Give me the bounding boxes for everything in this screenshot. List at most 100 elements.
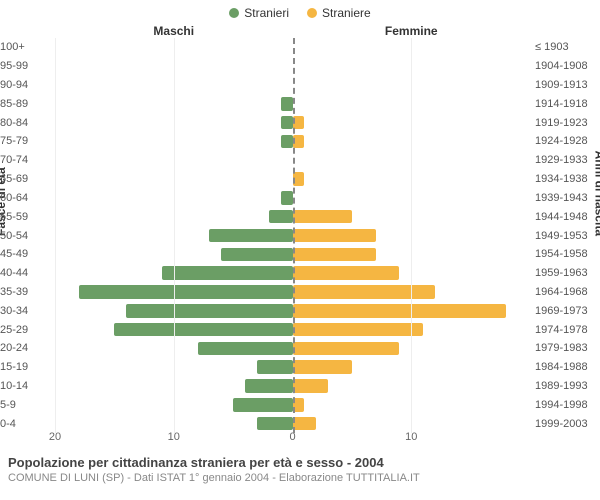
- age-label: 60-64: [0, 189, 55, 208]
- legend-item-male: Stranieri: [229, 6, 289, 20]
- legend-swatch-female: [307, 8, 317, 18]
- age-label: 30-34: [0, 301, 55, 320]
- bar-female: [293, 342, 400, 356]
- birthyear-label: 1909-1913: [530, 76, 600, 95]
- age-label: 35-39: [0, 283, 55, 302]
- pyramid-row: [55, 170, 530, 189]
- gridline: [411, 38, 412, 433]
- bar-male: [281, 135, 293, 149]
- pyramid-row: [55, 132, 530, 151]
- bar-male: [257, 360, 293, 374]
- bar-female: [293, 248, 376, 262]
- birthyear-label: 1974-1978: [530, 320, 600, 339]
- birthyear-labels: ≤ 19031904-19081909-19131914-19181919-19…: [530, 38, 600, 433]
- pyramid-row: [55, 226, 530, 245]
- pyramid-row: [55, 57, 530, 76]
- birthyear-label: 1924-1928: [530, 132, 600, 151]
- bar-male: [126, 304, 292, 318]
- age-label: 55-59: [0, 207, 55, 226]
- pyramid-row: [55, 320, 530, 339]
- birthyear-label: 1904-1908: [530, 57, 600, 76]
- pyramid-row: [55, 358, 530, 377]
- birthyear-label: 1914-1918: [530, 94, 600, 113]
- bar-male: [281, 97, 293, 111]
- column-headers: Maschi Femmine: [0, 24, 600, 38]
- pyramid-row: [55, 38, 530, 57]
- bar-female: [293, 379, 329, 393]
- age-label: 10-14: [0, 377, 55, 396]
- pyramid-row: [55, 94, 530, 113]
- chart-title: Popolazione per cittadinanza straniera p…: [8, 455, 592, 470]
- bar-female: [293, 135, 305, 149]
- age-label: 65-69: [0, 170, 55, 189]
- birthyear-label: 1954-1958: [530, 245, 600, 264]
- age-label: 20-24: [0, 339, 55, 358]
- pyramid-row: [55, 377, 530, 396]
- age-label: 85-89: [0, 94, 55, 113]
- legend: Stranieri Straniere: [0, 0, 600, 20]
- age-label: 100+: [0, 38, 55, 57]
- bar-female: [293, 229, 376, 243]
- x-axis: 2010010: [0, 431, 600, 449]
- age-label: 15-19: [0, 358, 55, 377]
- bar-male: [233, 398, 292, 412]
- pyramid-row: [55, 264, 530, 283]
- age-label: 80-84: [0, 113, 55, 132]
- header-male: Maschi: [55, 24, 293, 38]
- bar-male: [269, 210, 293, 224]
- bar-male: [114, 323, 292, 337]
- pyramid-row: [55, 395, 530, 414]
- header-female: Femmine: [293, 24, 531, 38]
- birthyear-label: ≤ 1903: [530, 38, 600, 57]
- bar-female: [293, 417, 317, 431]
- birthyear-label: 1934-1938: [530, 170, 600, 189]
- bar-female: [293, 323, 424, 337]
- bar-female: [293, 304, 507, 318]
- bar-male: [281, 116, 293, 130]
- pyramid-row: [55, 207, 530, 226]
- bar-male: [162, 266, 293, 280]
- bars-area: [55, 38, 530, 433]
- legend-swatch-male: [229, 8, 239, 18]
- age-label: 45-49: [0, 245, 55, 264]
- birthyear-label: 1989-1993: [530, 377, 600, 396]
- age-labels: 100+95-9990-9485-8980-8475-7970-7465-696…: [0, 38, 55, 433]
- x-axis-ticks: 2010010: [55, 431, 530, 449]
- age-label: 70-74: [0, 151, 55, 170]
- pyramid-row: [55, 339, 530, 358]
- legend-label-female: Straniere: [322, 6, 371, 20]
- bar-female: [293, 398, 305, 412]
- bar-male: [245, 379, 293, 393]
- pyramid-row: [55, 76, 530, 95]
- birthyear-label: 1949-1953: [530, 226, 600, 245]
- age-label: 50-54: [0, 226, 55, 245]
- birthyear-label: 1919-1923: [530, 113, 600, 132]
- pyramid-row: [55, 283, 530, 302]
- pyramid-row: [55, 113, 530, 132]
- bar-female: [293, 116, 305, 130]
- chart-footer: Popolazione per cittadinanza straniera p…: [0, 449, 600, 484]
- pyramid-row: [55, 245, 530, 264]
- legend-item-female: Straniere: [307, 6, 371, 20]
- bar-male: [198, 342, 293, 356]
- bar-male: [281, 191, 293, 205]
- birthyear-label: 1964-1968: [530, 283, 600, 302]
- x-tick: 0: [289, 431, 295, 443]
- birthyear-label: 1959-1963: [530, 264, 600, 283]
- bar-male: [209, 229, 292, 243]
- birthyear-label: 1969-1973: [530, 301, 600, 320]
- bar-male: [79, 285, 293, 299]
- bar-female: [293, 285, 436, 299]
- age-label: 40-44: [0, 264, 55, 283]
- bar-female: [293, 360, 352, 374]
- pyramid-row: [55, 151, 530, 170]
- legend-label-male: Stranieri: [244, 6, 289, 20]
- birthyear-label: 1944-1948: [530, 207, 600, 226]
- bar-male: [221, 248, 292, 262]
- birthyear-label: 1939-1943: [530, 189, 600, 208]
- gridline: [174, 38, 175, 433]
- pyramid-chart: Fasce di età Anni di nascita 100+95-9990…: [0, 38, 600, 433]
- age-label: 0-4: [0, 414, 55, 433]
- bar-female: [293, 266, 400, 280]
- age-label: 5-9: [0, 395, 55, 414]
